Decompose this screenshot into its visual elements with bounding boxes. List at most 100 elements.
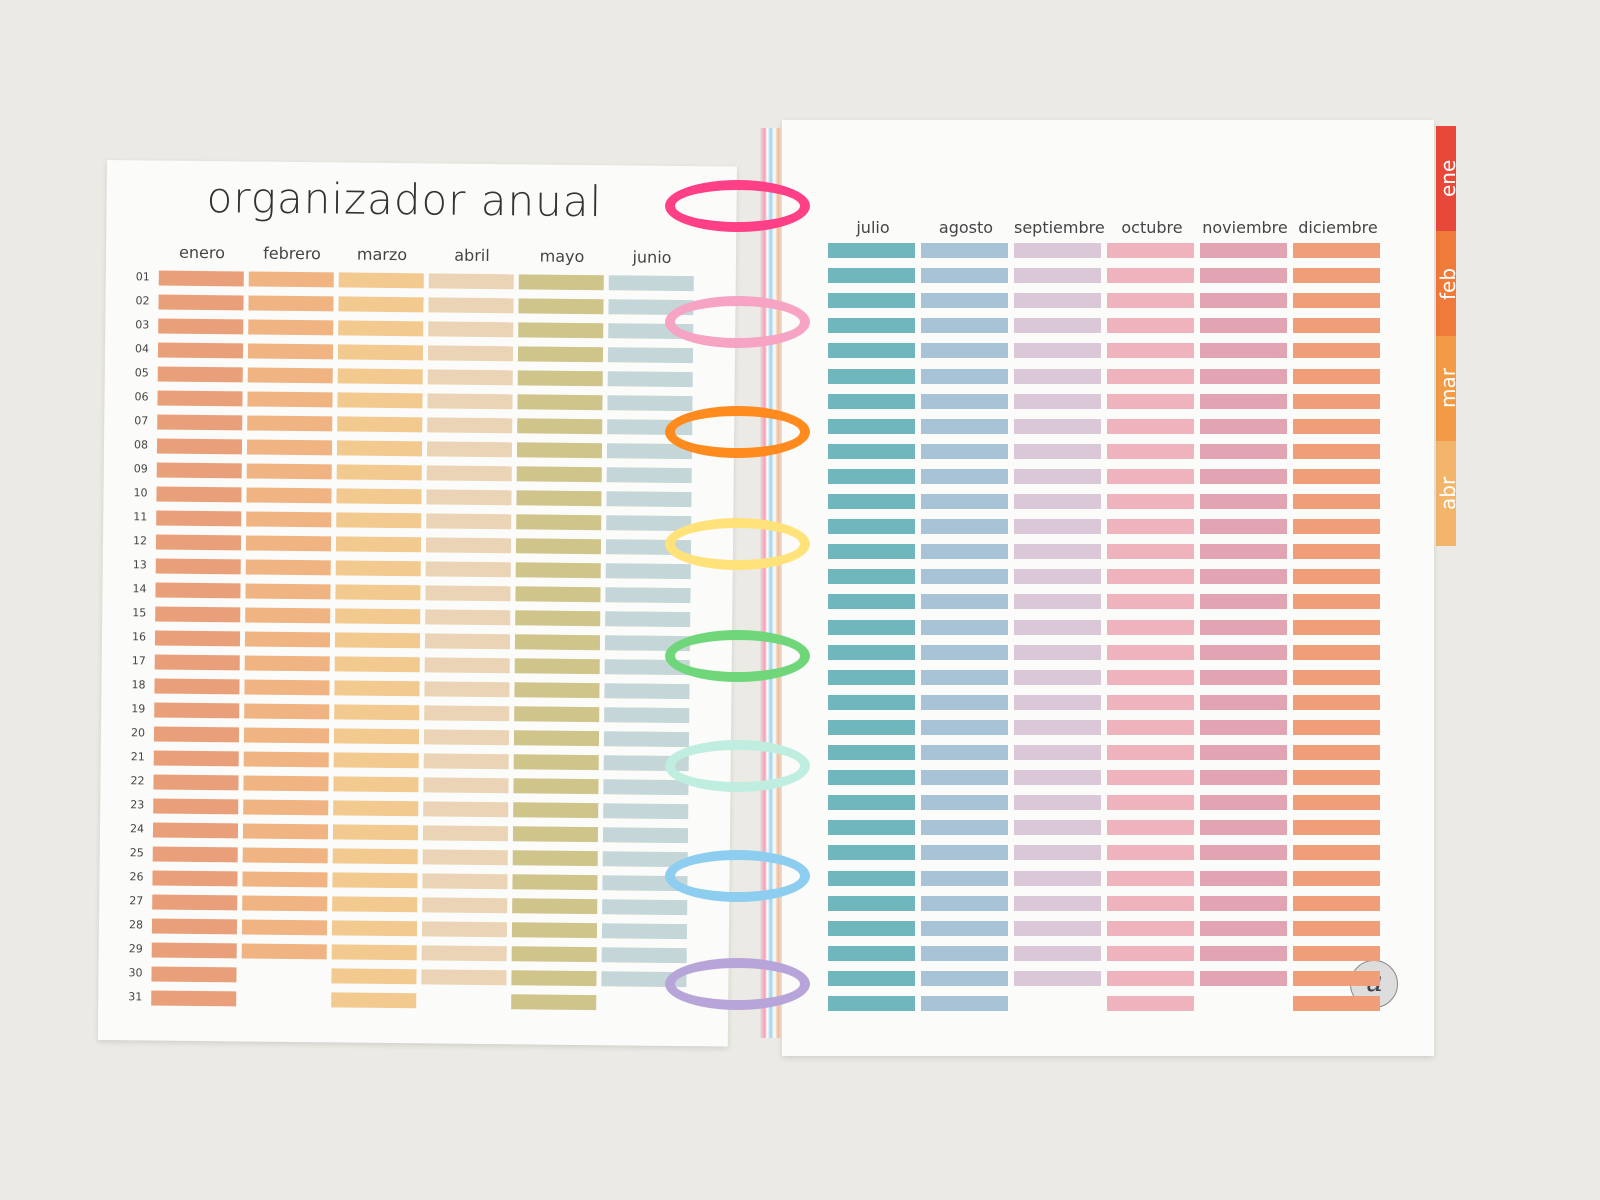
day-bar bbox=[246, 487, 332, 504]
day-bar bbox=[337, 392, 423, 409]
day-bar bbox=[1014, 293, 1101, 309]
day-label: 12 bbox=[132, 534, 148, 548]
day-bar bbox=[1293, 996, 1380, 1011]
day-bar bbox=[335, 584, 421, 601]
day-bar bbox=[335, 560, 421, 577]
day-bar bbox=[427, 345, 514, 362]
day-label: 16 bbox=[131, 630, 147, 644]
month-label-diciembre: diciembre bbox=[1298, 218, 1378, 237]
day-bar bbox=[1014, 945, 1101, 961]
day-bar bbox=[242, 895, 328, 912]
day-bar bbox=[422, 873, 508, 890]
day-bar bbox=[828, 318, 915, 334]
day-bar bbox=[247, 343, 334, 360]
day-bar bbox=[828, 996, 915, 1011]
day-bar bbox=[152, 846, 238, 863]
binder-ring bbox=[665, 296, 810, 348]
day-bar bbox=[921, 243, 1008, 258]
day-bar bbox=[828, 594, 915, 610]
day-bar bbox=[337, 344, 424, 361]
day-bar bbox=[332, 896, 418, 913]
day-bar bbox=[1200, 494, 1287, 509]
day-bar bbox=[1014, 343, 1101, 359]
day-bar bbox=[516, 466, 602, 483]
day-bar bbox=[921, 494, 1008, 509]
day-label: 03 bbox=[135, 318, 150, 332]
day-bar bbox=[1014, 468, 1101, 484]
day-bar bbox=[513, 802, 599, 819]
day-bar bbox=[921, 870, 1008, 886]
day-bar bbox=[1293, 945, 1380, 961]
day-bar bbox=[1107, 443, 1194, 459]
day-bar bbox=[334, 632, 421, 649]
day-bar bbox=[828, 644, 915, 660]
day-bar bbox=[331, 968, 417, 985]
day-bar bbox=[421, 945, 507, 962]
day-bar bbox=[423, 777, 509, 794]
day-bar bbox=[336, 488, 422, 505]
day-bar bbox=[1200, 268, 1287, 284]
day-bar bbox=[512, 826, 599, 843]
day-bar bbox=[157, 366, 243, 383]
day-bar bbox=[245, 583, 331, 600]
day-bar bbox=[157, 390, 243, 407]
day-bar bbox=[243, 727, 330, 744]
day-bar bbox=[921, 694, 1008, 710]
day-bar bbox=[517, 394, 603, 411]
day-bar bbox=[424, 681, 510, 698]
day-bar bbox=[517, 418, 603, 435]
day-bar bbox=[1293, 393, 1380, 409]
day-bar bbox=[154, 678, 240, 695]
day-bar bbox=[332, 872, 418, 889]
day-bar bbox=[921, 644, 1008, 660]
day-bar bbox=[336, 464, 422, 481]
day-bar bbox=[1200, 920, 1287, 936]
day-bar bbox=[518, 274, 604, 291]
month-label-marzo: marzo bbox=[356, 244, 408, 265]
day-label: 11 bbox=[133, 510, 148, 524]
day-bar bbox=[243, 799, 329, 816]
day-bar bbox=[1200, 343, 1287, 359]
day-bar bbox=[155, 558, 241, 575]
day-bar bbox=[828, 368, 915, 384]
day-bar bbox=[921, 393, 1008, 409]
day-bar bbox=[1293, 795, 1380, 811]
day-label: 19 bbox=[131, 702, 146, 716]
day-bar bbox=[423, 753, 509, 770]
day-bar bbox=[245, 535, 332, 552]
day-bar bbox=[1293, 895, 1380, 911]
day-bar bbox=[512, 874, 598, 891]
day-bar bbox=[518, 322, 604, 339]
tab-mar[interactable]: mar bbox=[1436, 336, 1460, 441]
day-bar bbox=[921, 619, 1008, 635]
day-bar bbox=[155, 534, 242, 551]
binder-ring bbox=[665, 518, 810, 570]
day-bar bbox=[921, 845, 1008, 861]
day-bar bbox=[151, 918, 238, 935]
day-bar bbox=[1293, 569, 1380, 585]
day-bar bbox=[1293, 970, 1380, 986]
day-bar bbox=[605, 611, 691, 628]
day-bar bbox=[331, 992, 417, 1009]
day-bar bbox=[601, 947, 687, 964]
day-bar bbox=[921, 770, 1008, 786]
day-bar bbox=[241, 919, 328, 936]
day-bar bbox=[332, 848, 418, 865]
day-bar bbox=[1014, 544, 1101, 560]
day-bar bbox=[331, 920, 418, 937]
day-bar bbox=[1014, 594, 1101, 610]
day-bar bbox=[1014, 368, 1101, 384]
day-bar bbox=[156, 486, 242, 503]
day-bar bbox=[1014, 644, 1101, 660]
tab-feb[interactable]: feb bbox=[1436, 231, 1460, 336]
day-bar bbox=[828, 243, 915, 258]
left-page: organizador anual 01 02 03 04 05 06 07 08 09 10 11… bbox=[97, 160, 737, 1047]
day-bar bbox=[1293, 268, 1380, 284]
day-bar bbox=[157, 342, 244, 359]
tab-abr[interactable]: abr bbox=[1436, 441, 1460, 546]
month-label-agosto: agosto bbox=[938, 218, 994, 237]
tab-ene[interactable]: ene bbox=[1436, 126, 1460, 231]
day-bar bbox=[921, 719, 1008, 735]
day-bar bbox=[1293, 820, 1380, 836]
day-bar bbox=[1200, 795, 1287, 811]
